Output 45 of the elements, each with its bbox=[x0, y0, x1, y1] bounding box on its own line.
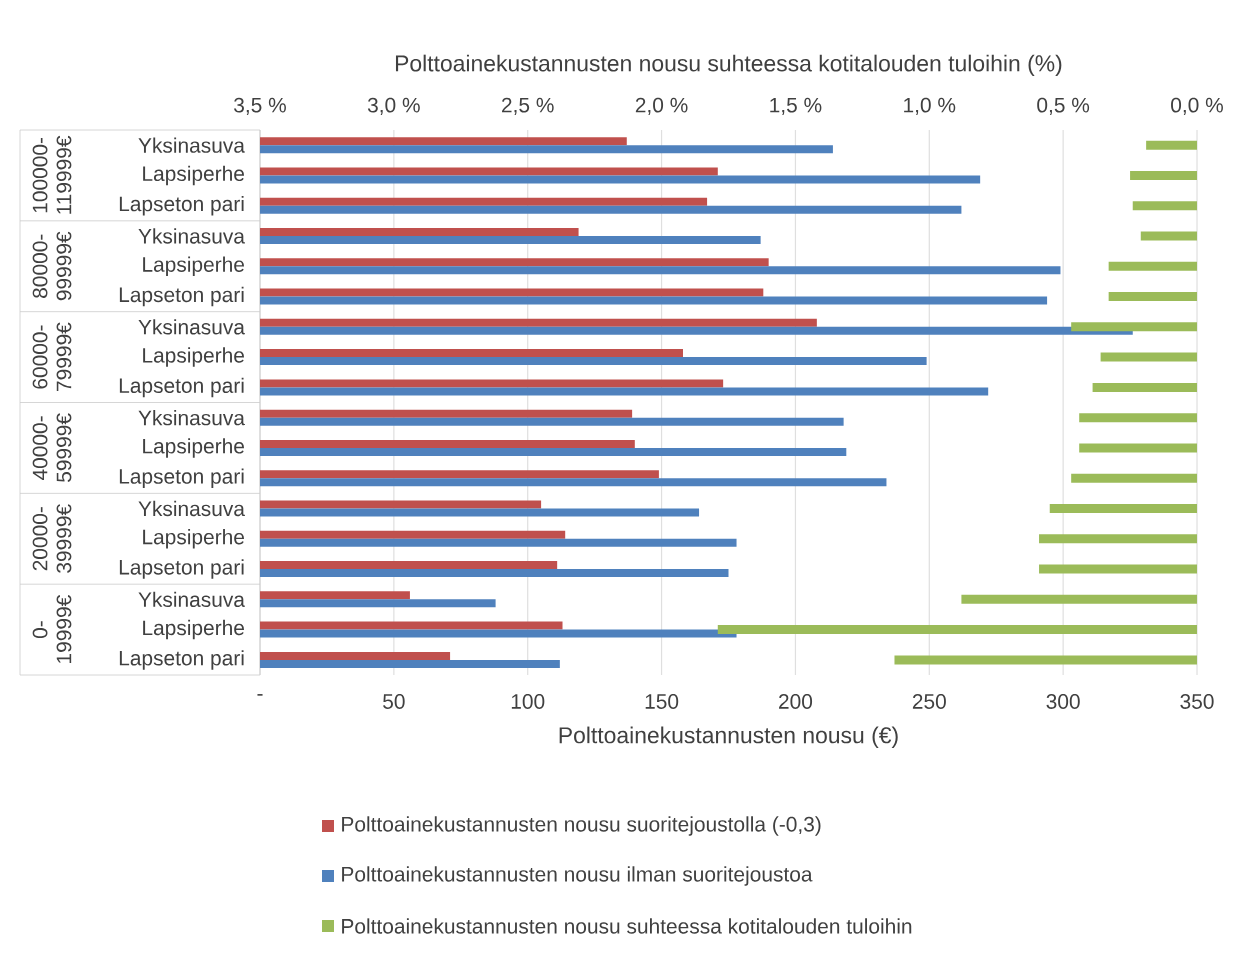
x-tick-label: - bbox=[257, 694, 263, 696]
x2-tick-label: 2,0 % bbox=[635, 97, 688, 115]
y-tick-label: Lapseton pari bbox=[119, 559, 244, 579]
x2-axis-title: Polttoainekustannusten nousu suhteessa kotitalouden tuloihin (%) bbox=[395, 54, 1062, 77]
y-tick-label: Lapseton pari bbox=[119, 377, 244, 398]
text: 80000-99999€ bbox=[32, 231, 72, 301]
legend-label: Polttoainekustannusten nousu ilman suoritejoustoa bbox=[342, 866, 813, 886]
x-tick-label: 50 bbox=[383, 694, 405, 709]
text: 100000-119999€ bbox=[32, 135, 72, 214]
y-tick-label: Yksinasuva bbox=[138, 409, 245, 426]
x2-tick-label: 0,0 % bbox=[1171, 97, 1223, 115]
x-tick-label: 250 bbox=[912, 694, 946, 709]
y-tick-label: Yksinasuva bbox=[138, 319, 245, 335]
x2-tick-label: 1,0 % bbox=[904, 97, 956, 115]
x2-tick-label: 1,5 % bbox=[770, 97, 822, 115]
y-tick-label: Lapseton pari bbox=[119, 195, 244, 216]
x2-tick-label: 0,5 % bbox=[1037, 97, 1090, 115]
y-tick-label: Lapseton pari bbox=[119, 650, 244, 670]
x-axis-title: Polttoainekustannusten nousu (€) bbox=[559, 726, 898, 748]
y-tick-label: Lapsiperhe bbox=[143, 165, 244, 186]
x-tick-label: 300 bbox=[1046, 694, 1080, 709]
x2-tick-label: 2,5 % bbox=[502, 97, 554, 115]
y-tick-label: Lapsiperhe bbox=[143, 529, 244, 549]
legend-label: Polttoainekustannusten nousu suhteessa kotitalouden tuloihin bbox=[342, 918, 912, 934]
text: 0-19999€ bbox=[32, 594, 72, 663]
text: 40000-59999€ bbox=[32, 413, 72, 482]
x2-tick-label: 3,0 % bbox=[367, 97, 420, 115]
text: 20000-39999€ bbox=[32, 504, 72, 573]
x-tick-label: 350 bbox=[1180, 694, 1214, 709]
text: 60000-79999€ bbox=[32, 322, 72, 391]
x-tick-label: 150 bbox=[645, 694, 679, 709]
x-tick-label: 100 bbox=[511, 694, 545, 709]
x-tick-label: 200 bbox=[779, 694, 813, 709]
y-tick-label: Lapsiperhe bbox=[143, 347, 244, 367]
y-tick-label: Lapseton pari bbox=[119, 286, 244, 307]
legend-label: Polttoainekustannusten nousu suoritejoustolla (-0,3) bbox=[342, 816, 821, 836]
y-tick-label: Lapsiperhe bbox=[143, 619, 244, 640]
y-tick-label: Lapsiperhe bbox=[143, 256, 244, 277]
y-tick-label: Yksinasuva bbox=[138, 500, 245, 517]
x2-tick-label: 3,5 % bbox=[234, 97, 286, 115]
y-tick-label: Yksinasuva bbox=[138, 591, 245, 608]
y-tick-label: Yksinasuva bbox=[138, 228, 245, 244]
y-tick-label: Lapsiperhe bbox=[143, 438, 244, 458]
y-tick-label: Yksinasuva bbox=[138, 137, 245, 153]
y-tick-label: Lapseton pari bbox=[119, 468, 244, 488]
